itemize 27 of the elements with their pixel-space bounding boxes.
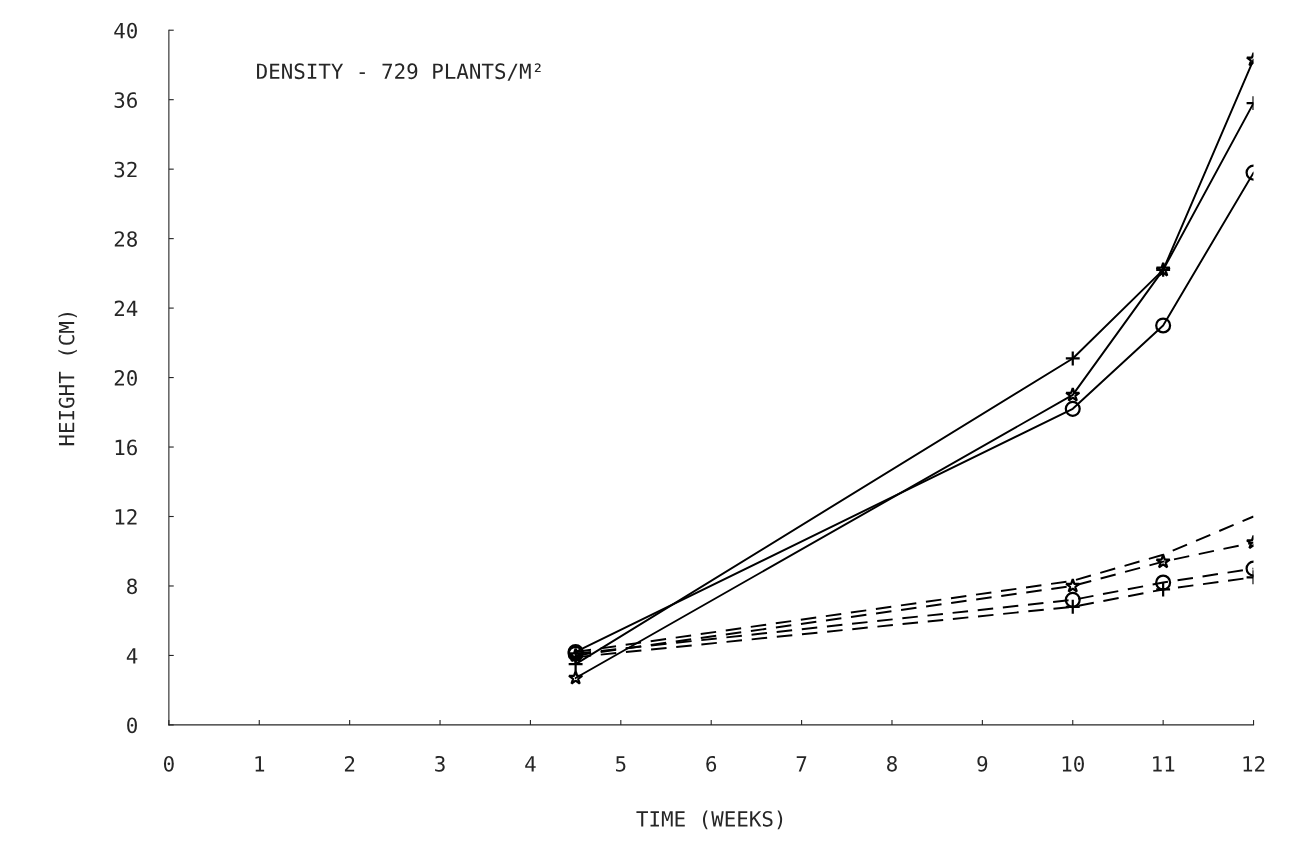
y-tick-label: 16 — [115, 439, 137, 456]
x-tick-label: 10 — [1062, 755, 1084, 772]
x-tick-label: 2 — [344, 755, 355, 772]
text: DENSITY - 729 PLANTS/M² — [257, 63, 541, 81]
y-tick-label: 28 — [114, 231, 137, 247]
x-tick-label: 12 — [1243, 755, 1265, 772]
y-tick-label: 20 — [114, 370, 137, 386]
y-tick-label: 36 — [114, 92, 137, 108]
y-tick-label: 4 — [126, 648, 138, 664]
y-tick-label: 0 — [127, 717, 137, 734]
x-tick-label: 6 — [706, 755, 717, 772]
x-tick-label: 0 — [163, 755, 174, 772]
x-tick-label: 3 — [435, 755, 445, 772]
x-tick-label: 1 — [255, 756, 265, 772]
x-tick-label: 8 — [887, 755, 897, 772]
y-tick-label: 12 — [115, 509, 137, 525]
x-tick-label: 4 — [525, 756, 536, 772]
y-axis-title: HEIGHT (CM) — [58, 312, 77, 446]
y-tick-label: 24 — [114, 300, 138, 317]
x-tick-label: 5 — [616, 756, 626, 772]
y-tick-label: 40 — [114, 22, 137, 39]
x-tick-label: 9 — [977, 755, 988, 772]
x-tick-label: 7 — [796, 756, 807, 772]
x-tick-label: 11 — [1153, 756, 1175, 772]
x-axis-title: TIME (WEEKS) — [636, 810, 783, 830]
y-tick-label: 8 — [127, 578, 137, 595]
y-tick-label: 32 — [114, 161, 137, 178]
